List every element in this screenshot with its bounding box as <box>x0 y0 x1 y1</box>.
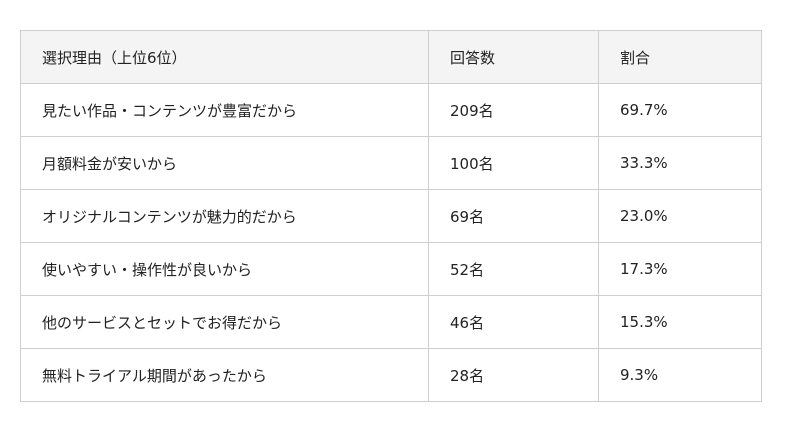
ratio-cell: 9.3% <box>598 348 762 402</box>
count-cell: 46名 <box>428 295 599 349</box>
header-ratio: 割合 <box>598 30 762 84</box>
count-cell: 69名 <box>428 189 599 243</box>
table-row: 使いやすい・操作性が良いから 52名 17.3% <box>20 242 762 296</box>
table-row: オリジナルコンテンツが魅力的だから 69名 23.0% <box>20 189 762 243</box>
table-row: 月額料金が安いから 100名 33.3% <box>20 136 762 190</box>
header-count: 回答数 <box>428 30 599 84</box>
selection-reasons-table: 選択理由（上位6位） 回答数 割合 見たい作品・コンテンツが豊富だから 209名 6… <box>20 30 762 402</box>
reason-cell: 見たい作品・コンテンツが豊富だから <box>20 83 429 137</box>
count-cell: 28名 <box>428 348 599 402</box>
table-row: 無料トライアル期間があったから 28名 9.3% <box>20 348 762 402</box>
count-cell: 209名 <box>428 83 599 137</box>
ratio-cell: 23.0% <box>598 189 762 243</box>
count-cell: 52名 <box>428 242 599 296</box>
ratio-cell: 33.3% <box>598 136 762 190</box>
count-cell: 100名 <box>428 136 599 190</box>
reason-cell: 月額料金が安いから <box>20 136 429 190</box>
ratio-cell: 17.3% <box>598 242 762 296</box>
table-header-row: 選択理由（上位6位） 回答数 割合 <box>20 30 762 84</box>
reason-cell: 使いやすい・操作性が良いから <box>20 242 429 296</box>
reason-cell: 無料トライアル期間があったから <box>20 348 429 402</box>
ratio-cell: 15.3% <box>598 295 762 349</box>
header-reason: 選択理由（上位6位） <box>20 30 429 84</box>
reason-cell: オリジナルコンテンツが魅力的だから <box>20 189 429 243</box>
ratio-cell: 69.7% <box>598 83 762 137</box>
table-row: 他のサービスとセットでお得だから 46名 15.3% <box>20 295 762 349</box>
table-row: 見たい作品・コンテンツが豊富だから 209名 69.7% <box>20 83 762 137</box>
reason-cell: 他のサービスとセットでお得だから <box>20 295 429 349</box>
